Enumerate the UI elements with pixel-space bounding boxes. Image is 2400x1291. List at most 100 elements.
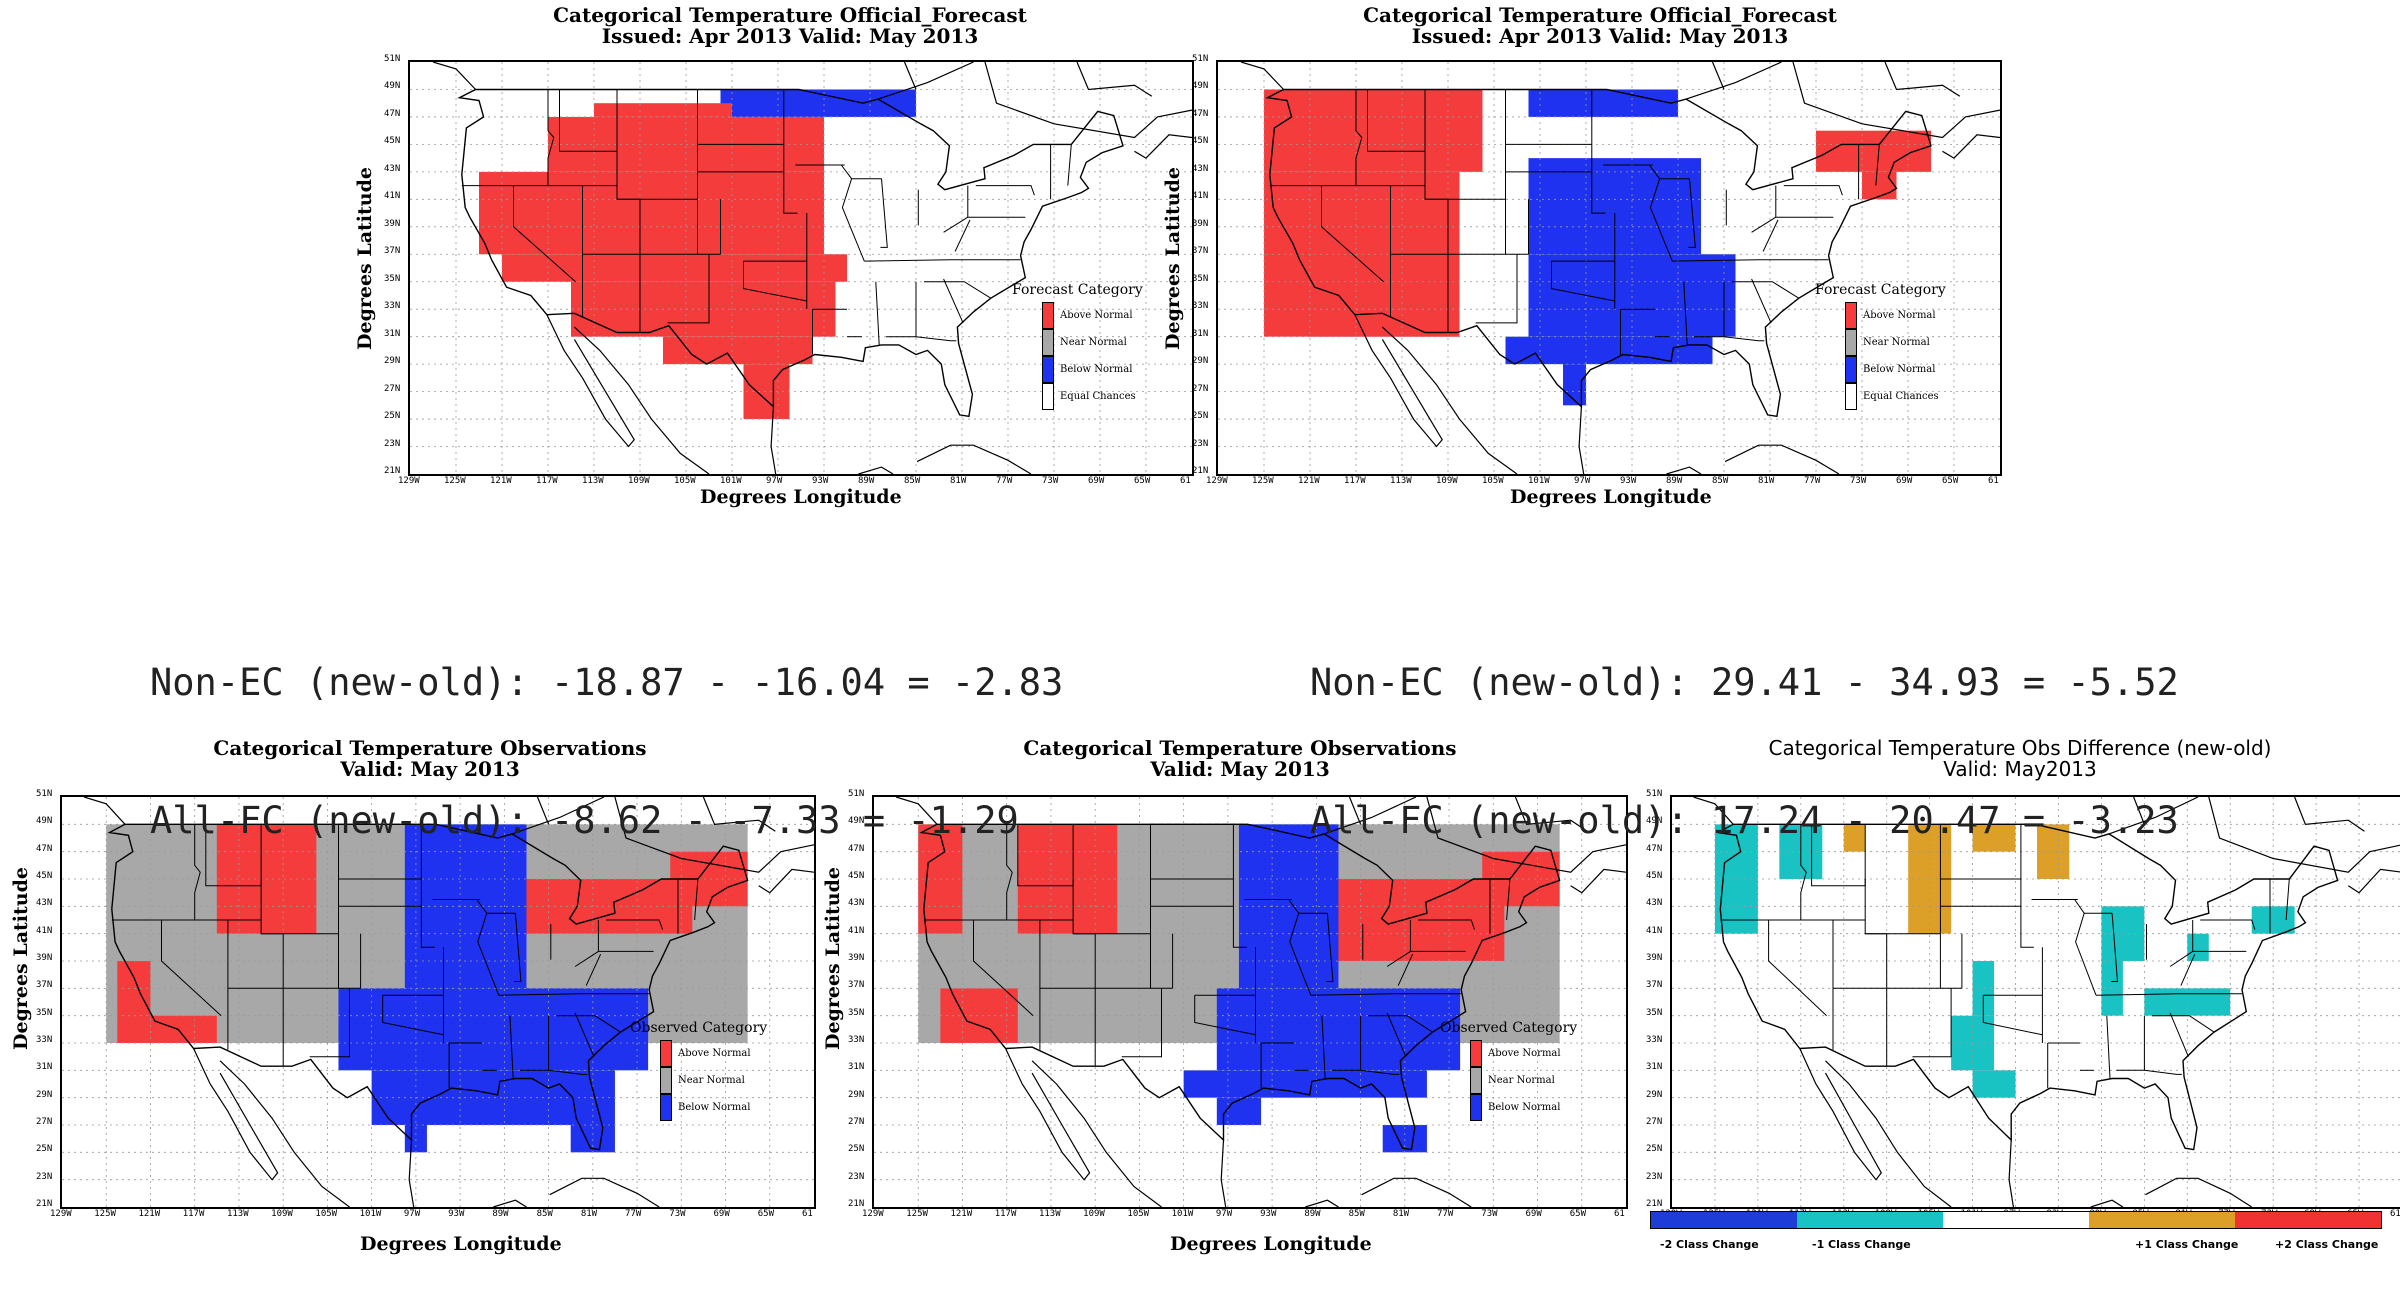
legend-title: Forecast Category [1012,282,1143,298]
longitude-tick-label: 109W [628,476,650,486]
coastline [1711,62,1725,90]
state-boundary [548,1069,588,1075]
category-cell-above [150,1015,217,1043]
latitude-tick-label: 23N [848,1171,865,1182]
longitude-tick-label: 101W [1528,476,1550,486]
state-boundary [1783,185,1843,196]
legend-label: Near Normal [678,1075,745,1086]
longitude-tick-label: 113W [226,1209,249,1219]
coastline [219,1060,350,1207]
state-boundary [743,261,807,302]
longitude-tick-label: 65W [757,1209,775,1219]
latitude-tick-label: 45N [1192,136,1209,147]
latitude-tick-label: 37N [384,246,401,257]
state-boundary [1310,993,1462,996]
latitude-tick-label: 49N [384,81,401,92]
latitude-tick-label: 33N [36,1035,53,1045]
stats-right: Non-EC (new-old): 29.41 - 34.93 = -5.52 … [1310,568,2179,890]
legend-label: Above Normal [678,1048,751,1059]
latitude-tick-label: 25N [384,411,401,422]
state-boundary [1775,185,1834,218]
latitude-tick-label: 43N [848,898,865,909]
legend-label: Below Normal [1488,1102,1561,1113]
coastline [573,326,710,474]
state-boundary [2095,993,2242,996]
state-boundary [1732,281,1800,299]
cuba-coastline [549,1177,660,1207]
longitude-tick-label: 121W [138,1209,161,1219]
state-boundary [1912,988,1952,1058]
panel-title: Categorical Temperature Observations Val… [0,738,860,780]
state-boundary [1006,824,1013,920]
longitude-tick-label: 97W [1574,476,1591,486]
stats-left-line-2: All-FC (new-old): -8.62 - -7.33 = -1.29 [150,799,1019,842]
map-canvas [874,797,1626,1207]
longitude-tick-label: 89W [1304,1209,1321,1219]
latitude-tick-label: 37N [848,980,865,991]
coastline [2108,797,2199,835]
y-axis-title: Degrees Latitude [822,867,844,1050]
legend-swatch [1470,1067,1482,1094]
longitude-tick-label: 73W [669,1209,686,1219]
longitude-tick-label: 117W [182,1209,205,1219]
map-canvas [62,797,814,1207]
legend-swatch [1042,356,1054,383]
coastline [83,797,126,825]
state-boundary [194,824,201,920]
latitude-tick-label: 37N [1192,246,1209,257]
category-cell-p1 [1972,824,2016,852]
category-cell-below [1505,336,1713,365]
longitude-tick-label: 61 [2390,1209,2400,1219]
longitude-tick-label: 109W [1083,1209,1105,1219]
state-boundary [1326,913,1334,982]
state-boundary [943,278,964,324]
longitude-tick-label: 97W [1215,1209,1233,1219]
category-cell-m1 [1972,961,1995,1016]
state-boundary [547,89,555,186]
latitude-tick-label: 37N [36,980,53,991]
state-boundary [2169,950,2193,967]
legend-swatch [1470,1094,1482,1121]
state-boundary [1017,824,1074,887]
latitude-tick-label: 41N [36,925,53,936]
longitude-tick-label: 85W [904,476,921,486]
latitude-tick-label: 51N [384,54,401,64]
map-canvas [1218,62,2000,474]
latitude-tick-label: 41N [1646,925,1663,936]
latitude-tick-label: 35N [36,1007,53,1018]
longitude-tick-label: 125W [906,1209,928,1219]
stats-right-line-2: All-FC (new-old): 17.24 - 20.47 = -3.23 [1310,799,2179,842]
longitude-tick-label: 129W [862,1209,884,1219]
latitude-tick-label: 51N [848,789,865,799]
title-line-2: Valid: May 2013 [340,757,520,781]
longitude-tick-label: 129W [1206,476,1228,486]
y-axis-title: Degrees Latitude [354,167,376,350]
coastline [1578,406,1585,474]
latitude-tick-label: 47N [848,843,865,854]
latitude-tick-label: 25N [36,1144,53,1155]
longitude-tick-label: 69W [1088,476,1105,486]
category-cell-m1 [1972,1070,2016,1098]
longitude-tick-label: 61 [1988,476,1999,486]
longitude-tick-label: 125W [1252,476,1274,486]
state-boundary [1331,1015,1362,1071]
latitude-tick-label: 49N [848,816,865,827]
title-line-1: Categorical Temperature Obs Difference (… [1768,736,2272,760]
legend-row: Below Normal [660,1094,767,1121]
coastline [1240,62,1285,90]
category-cell-below [404,1125,427,1153]
state-boundary [2144,1069,2182,1075]
state-boundary [1360,1069,1400,1075]
coastline [2294,797,2365,832]
us-coastline [107,823,749,1151]
latitude-tick-label: 41N [384,191,401,202]
category-cell-p1 [1843,824,1866,852]
latitude-tick-label: 27N [384,383,401,394]
category-cell-below [338,988,649,1071]
legend-row: Above Normal [1845,302,1946,329]
state-boundary [1386,1012,1407,1057]
longitude-tick-label: 89W [858,476,875,486]
state-boundary [1751,278,1772,324]
state-boundary [1386,950,1411,967]
latitude-tick-label: 25N [848,1144,865,1155]
